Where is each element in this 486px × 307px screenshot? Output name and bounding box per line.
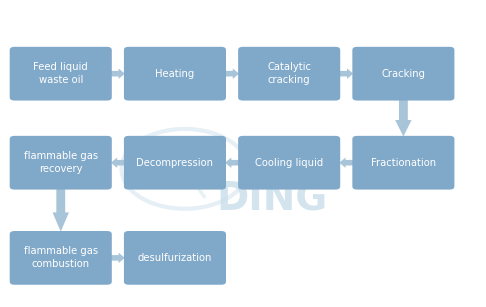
FancyBboxPatch shape [124,136,226,190]
Text: Heating: Heating [156,69,194,79]
FancyBboxPatch shape [238,47,340,101]
Text: DING: DING [217,181,328,219]
Text: flammable gas
combustion: flammable gas combustion [24,246,98,270]
Polygon shape [339,68,353,79]
Polygon shape [225,68,239,79]
Polygon shape [339,157,353,168]
Polygon shape [225,157,239,168]
Polygon shape [52,189,69,231]
Polygon shape [395,100,412,136]
Text: Cooling liquid: Cooling liquid [255,158,323,168]
FancyBboxPatch shape [238,136,340,190]
Text: Decompression: Decompression [137,158,213,168]
Text: flammable gas
recovery: flammable gas recovery [24,151,98,174]
Polygon shape [111,253,125,263]
Text: Feed liquid
waste oil: Feed liquid waste oil [34,62,88,85]
FancyBboxPatch shape [352,47,454,101]
FancyBboxPatch shape [10,136,112,190]
Text: Fractionation: Fractionation [371,158,436,168]
FancyBboxPatch shape [10,47,112,101]
FancyBboxPatch shape [352,136,454,190]
FancyBboxPatch shape [124,231,226,285]
Polygon shape [111,68,125,79]
Text: Cracking: Cracking [382,69,425,79]
FancyBboxPatch shape [124,47,226,101]
Text: Catalytic
cracking: Catalytic cracking [267,62,311,85]
FancyBboxPatch shape [10,231,112,285]
Text: desulfurization: desulfurization [138,253,212,263]
Polygon shape [111,157,125,168]
